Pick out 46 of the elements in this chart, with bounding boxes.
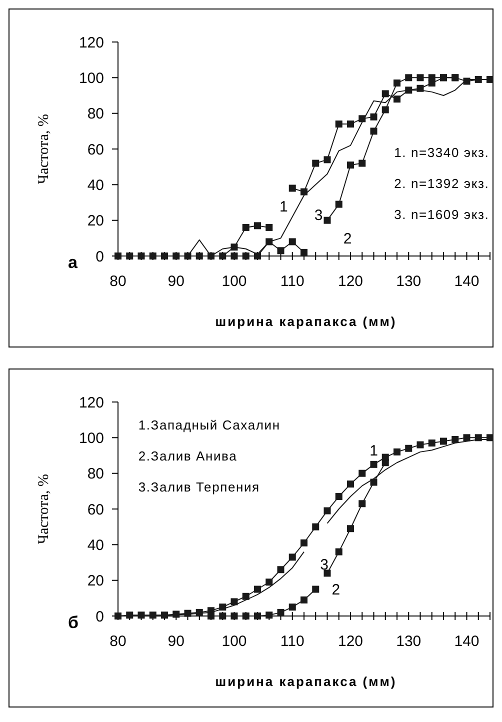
x-tick-label: 130 <box>396 633 422 650</box>
x-tick-label: 90 <box>168 273 184 290</box>
y-tick-label: 40 <box>87 176 104 194</box>
annotation: 1 <box>370 442 378 460</box>
x-tick-label: 100 <box>222 633 247 650</box>
annotation: 2 <box>343 230 352 248</box>
y-tick-label: 100 <box>78 70 104 87</box>
text: б <box>68 613 79 632</box>
x-tick-label: 120 <box>338 273 364 290</box>
x-tick-label: 80 <box>110 273 126 290</box>
y-tick-label: 100 <box>78 430 104 447</box>
y-axis-title: Частота, % <box>36 114 52 184</box>
y-tick-label: 0 <box>96 248 104 266</box>
y-tick-label: 80 <box>87 106 104 123</box>
x-tick-label: 130 <box>396 273 422 290</box>
x-tick-label: 80 <box>110 633 126 650</box>
annotation: 2 <box>332 582 340 598</box>
x-tick-label: 120 <box>338 633 364 650</box>
x-tick-label: 110 <box>280 633 304 650</box>
annotation: 2.Залив Анива <box>138 448 238 464</box>
annotation: 3. n=1609 экз. <box>394 207 490 222</box>
y-tick-label: 120 <box>78 394 104 412</box>
y-tick-label: 20 <box>87 572 104 590</box>
x-axis-title: ширина карапакса (мм) <box>215 674 397 689</box>
annotation: 3.Залив Терпения <box>138 480 260 495</box>
y-tick-label: 120 <box>78 34 104 52</box>
y-axis-title: Частота, % <box>36 474 52 544</box>
x-tick-label: 90 <box>168 633 184 650</box>
y-tick-label: 20 <box>87 212 104 230</box>
annotation: 1 <box>279 198 288 216</box>
x-tick-label: 140 <box>454 273 480 290</box>
annotation: 1.Западный Сахалин <box>138 418 280 433</box>
y-tick-label: 0 <box>96 608 104 626</box>
annotation: 3 <box>314 207 323 224</box>
x-tick-label: 100 <box>222 273 247 290</box>
x-tick-label: 110 <box>280 273 304 290</box>
y-tick-label: 60 <box>87 141 104 158</box>
y-tick-label: 80 <box>87 466 104 483</box>
text: а <box>68 253 78 272</box>
y-tick-label: 40 <box>87 536 104 554</box>
annotation: 1. n=3340 экз. <box>394 145 490 160</box>
annotation: 3 <box>320 556 329 574</box>
y-tick-label: 60 <box>87 501 104 518</box>
x-axis-title: ширина карапакса (мм) <box>215 314 397 329</box>
x-tick-label: 140 <box>454 633 480 650</box>
annotation: 2. n=1392 экз. <box>394 176 490 192</box>
